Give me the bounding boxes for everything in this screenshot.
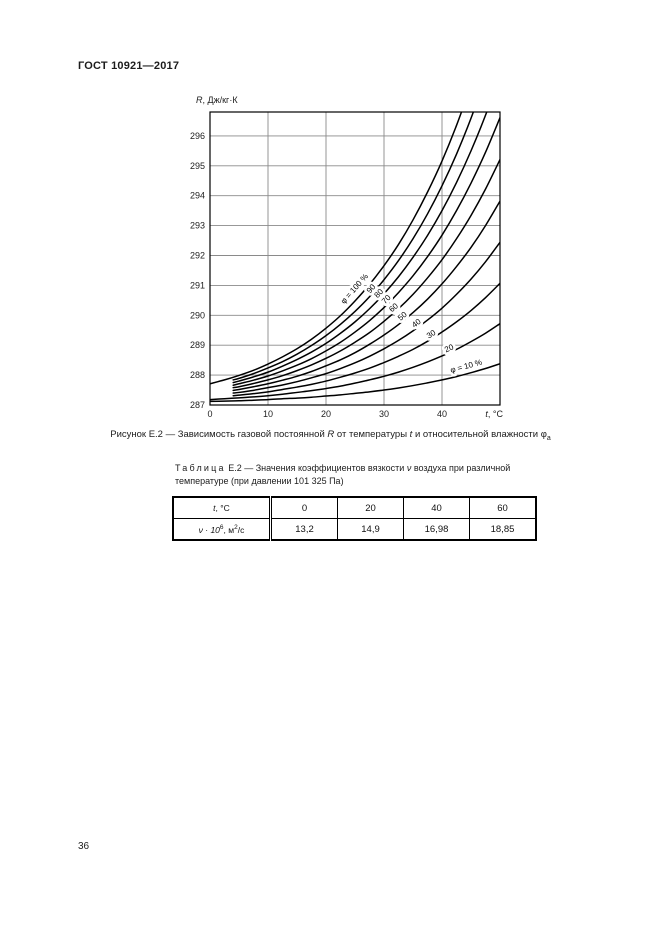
table-value-cell: 16,98 — [403, 518, 470, 541]
table-caption-text: Е.2 — Значения коэффициентов вязкости — [225, 463, 407, 473]
curve-label-30: 30 — [425, 328, 438, 341]
svg-text:0: 0 — [207, 409, 212, 419]
figure-caption-var-r: R — [327, 429, 335, 440]
chart-y-axis-title: R, Дж/кг·К — [196, 95, 238, 105]
svg-text:290: 290 — [190, 310, 205, 320]
figure-caption-text: Рисунок Е.2 — Зависимость газовой постоя… — [110, 429, 328, 440]
humidity-curve-60 — [232, 158, 500, 389]
table-temp-cell: 20 — [337, 496, 404, 519]
chart-curves — [210, 112, 500, 403]
table-caption-line2: температуре (при давлении 101 325 Па) — [175, 476, 344, 487]
table-temp-cell: 0 — [270, 496, 338, 519]
curve-label-10: φ = 10 % — [449, 358, 483, 375]
curve-label-40: 40 — [410, 317, 423, 330]
doc-header-title: ГОСТ 10921—2017 — [78, 60, 180, 72]
table-value-cell: 13,2 — [270, 518, 338, 541]
table-temp-cell: 60 — [469, 496, 537, 519]
table-e2: t, °С 0 20 40 60 ν · 106, м2/с 13,2 14,9… — [172, 496, 537, 541]
table-caption: Таблица Е.2 — Значения коэффициентов вяз… — [175, 462, 547, 488]
humidity-curve-10 — [210, 362, 500, 403]
svg-text:292: 292 — [190, 251, 205, 261]
table-caption-line1: Таблица Е.2 — Значения коэффициентов вяз… — [175, 462, 547, 475]
svg-text:20: 20 — [321, 409, 331, 419]
curve-label-50: 50 — [396, 310, 409, 323]
figure-caption-phi-sub: а — [546, 434, 551, 442]
chart-x-tick-labels: 0 10 20 30 40 — [207, 409, 447, 419]
humidity-curve-40 — [232, 241, 500, 394]
svg-text:295: 295 — [190, 161, 205, 171]
svg-text:296: 296 — [190, 131, 205, 141]
svg-text:10: 10 — [263, 409, 273, 419]
chart-x-axis-title: t, °С — [485, 409, 503, 419]
figure-caption-text: от температуры — [334, 429, 410, 440]
table-header-row: t, °С 0 20 40 60 — [172, 496, 537, 519]
chart-y-tick-labels: 287 288 289 290 291 292 293 294 295 296 — [190, 131, 205, 410]
svg-text:289: 289 — [190, 340, 205, 350]
table-caption-word: Таблица — [175, 463, 226, 473]
humidity-curve-50 — [232, 200, 500, 392]
curve-label-20: 20 — [443, 342, 455, 354]
svg-text:291: 291 — [190, 280, 205, 290]
table-value-cell: 18,85 — [469, 518, 537, 541]
figure-caption: Рисунок Е.2 — Зависимость газовой постоя… — [0, 429, 661, 442]
svg-text:294: 294 — [190, 191, 205, 201]
figure-e2-chart: 287 288 289 290 291 292 293 294 295 296 0 10 20 30 40 R… — [150, 90, 520, 425]
table-temp-cell: 40 — [403, 496, 470, 519]
svg-text:30: 30 — [379, 409, 389, 419]
svg-text:293: 293 — [190, 221, 205, 231]
humidity-curve-80 — [232, 112, 488, 384]
svg-text:288: 288 — [190, 370, 205, 380]
chart-plot-border — [209, 111, 501, 406]
svg-text:40: 40 — [437, 409, 447, 419]
table-header-stub: t, °С — [172, 496, 272, 519]
page-number: 36 — [78, 841, 90, 852]
svg-text:287: 287 — [190, 400, 205, 410]
humidity-curve-70 — [232, 116, 500, 387]
table-value-cell: 14,9 — [337, 518, 404, 541]
figure-caption-var-t: t — [409, 429, 413, 440]
figure-caption-phi: φ — [540, 429, 547, 440]
humidity-curve-90 — [232, 112, 475, 381]
table-row-label: ν · 106, м2/с — [172, 518, 272, 541]
table-caption-text: воздуха при различной — [411, 463, 511, 473]
table-value-row: ν · 106, м2/с 13,2 14,9 16,98 18,85 — [172, 518, 537, 541]
figure-caption-text: и относительной влажности — [412, 429, 541, 440]
humidity-curve-30 — [232, 282, 500, 397]
table-caption-var-nu: ν — [406, 463, 412, 473]
humidity-curve-100 — [210, 112, 463, 385]
humidity-curve-20 — [210, 322, 500, 401]
